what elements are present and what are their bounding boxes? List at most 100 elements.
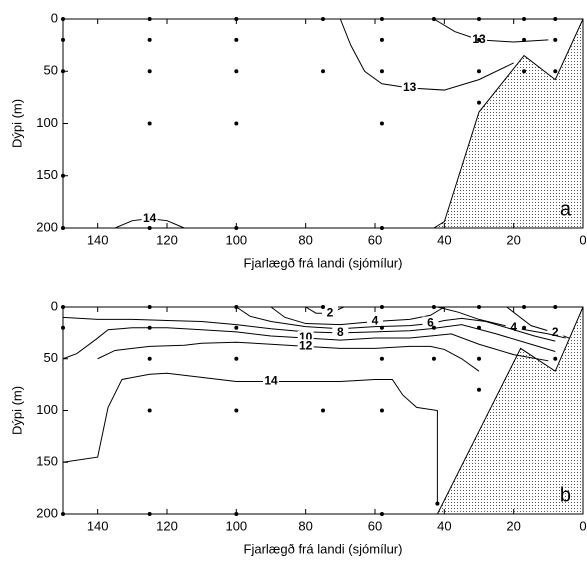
station [147,356,152,361]
y-tick-label: 100 [36,115,58,130]
x-tick-label: 60 [368,232,382,247]
station [379,325,384,330]
x-tick-label: 80 [298,232,312,247]
station [61,226,65,230]
contour-line [236,306,556,342]
contour-label: 14 [143,211,157,225]
station [147,121,152,126]
contour-label: 4 [510,320,517,334]
station [431,305,436,309]
x-tick-label: 20 [506,518,520,533]
seabed-fill [433,19,583,228]
x-axis-label: Fjarlægð frá landi (sjómílur) [244,541,403,556]
station [379,408,384,413]
x-tick-label: 40 [437,518,451,533]
y-tick-label: 50 [44,350,58,365]
x-tick-label: 0 [579,518,586,533]
x-tick-label: 140 [87,232,109,247]
contour-line [339,18,514,91]
station [234,69,239,74]
contour-label: 2 [552,325,559,339]
station [379,17,384,21]
station [147,17,152,21]
station [61,173,65,178]
contour-label: 4 [372,314,379,328]
contour-label: 8 [337,325,344,339]
station [147,512,152,516]
x-tick-label: 100 [225,232,247,247]
panel-label: a [560,198,572,220]
station [61,512,65,516]
station [321,305,325,309]
x-axis-label: Fjarlægð frá landi (sjómílur) [244,255,403,270]
station [477,387,481,392]
station [234,17,239,21]
contour-line [62,372,438,504]
station [477,100,481,105]
station [431,17,436,21]
station [61,305,65,309]
contour-label: 2 [327,305,334,319]
seabed-outline [436,306,584,515]
station [477,37,481,42]
station [553,37,558,42]
seabed-fill [437,307,583,514]
station [147,37,152,42]
contour-label: 14 [264,374,278,388]
x-tick-label: 120 [156,518,178,533]
x-tick-label: 100 [225,518,247,533]
x-tick-label: 120 [156,232,178,247]
y-tick-label: 50 [44,63,58,78]
contour-line [433,18,549,43]
contour-label-bg [332,325,349,340]
contour-label-bg [367,314,383,329]
x-tick-label: 60 [368,518,382,533]
station [553,17,558,21]
y-axis-label: Dýpi (m) [9,99,24,148]
x-tick-label: 40 [437,232,451,247]
station [522,325,527,330]
station [477,356,481,361]
station [477,305,481,309]
panel-label: b [560,484,571,506]
contour-label: 13 [403,80,417,94]
contour-label: 12 [299,339,313,353]
contour-line [62,327,549,362]
station [379,69,384,74]
station [477,325,481,330]
station [321,69,325,74]
y-tick-label: 200 [36,505,58,520]
station [234,121,239,126]
station [379,356,384,361]
station [321,17,325,21]
station [553,356,558,361]
station [61,17,65,21]
station [435,501,440,506]
station [147,325,152,330]
station [431,356,436,361]
x-tick-label: 140 [87,518,109,533]
station [379,305,384,309]
contour-label-bg [401,80,418,95]
station [234,37,239,42]
station [61,69,65,74]
x-tick-label: 20 [506,232,520,247]
station [553,69,558,74]
contour-label-bg [321,306,338,321]
station [522,17,527,21]
station [234,408,239,413]
contour-line [270,306,445,326]
contour-label-bg [141,211,158,226]
station [61,37,65,42]
station [147,305,152,309]
station [522,69,527,74]
station [147,408,152,413]
station [522,37,527,42]
station [477,17,481,21]
station [379,512,384,516]
y-axis-label: Dýpi (m) [9,386,24,435]
contour-label-bg [263,374,279,389]
x-tick-label: 80 [298,518,312,533]
